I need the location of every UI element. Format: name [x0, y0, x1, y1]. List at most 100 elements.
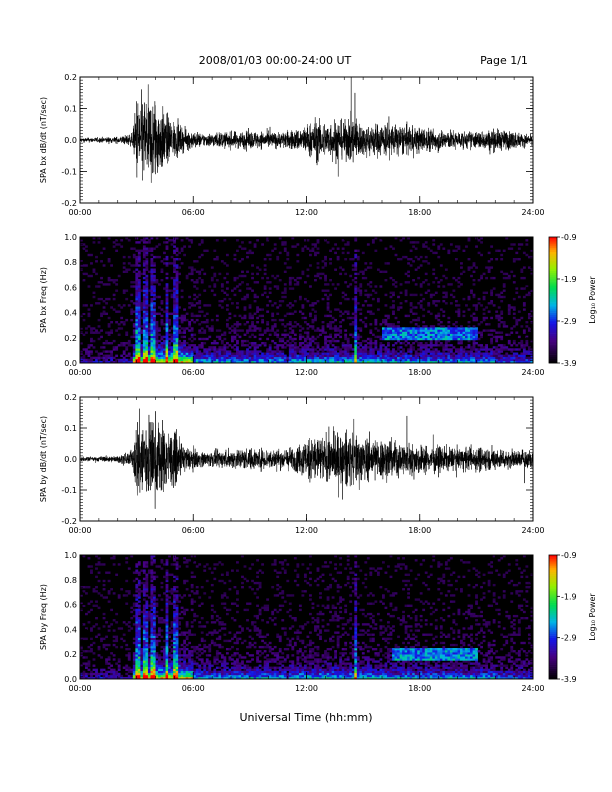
spectrogram-cell — [339, 356, 343, 360]
spectrogram-cell — [165, 619, 169, 622]
colorbar-segment — [549, 310, 557, 313]
spectrogram-cell — [210, 356, 214, 360]
spectrogram-cell — [117, 658, 121, 661]
spectrogram-cell — [142, 316, 146, 320]
spectrogram-cell — [195, 356, 199, 360]
spectrogram-cell — [115, 639, 119, 643]
spectrogram-cell — [467, 354, 471, 357]
spectrogram-cell — [117, 676, 121, 680]
spectrogram-cell — [135, 318, 139, 322]
spectrogram-cell — [135, 342, 139, 345]
spectrogram-cell — [266, 350, 270, 353]
spectrogram-cell — [137, 289, 141, 292]
spectrogram-cell — [150, 590, 154, 593]
spectrogram-cell — [439, 358, 443, 362]
spectrogram-cell — [258, 314, 262, 318]
spectrogram-cell — [359, 358, 363, 362]
spectrogram-cell — [298, 352, 302, 355]
spectrogram-cell — [515, 358, 519, 362]
spectrogram-cell — [150, 287, 154, 290]
spectrogram-cell — [399, 356, 403, 360]
spectrogram-cell — [137, 676, 141, 680]
spectrogram-cell — [502, 276, 506, 280]
spectrogram-cell — [213, 358, 217, 362]
spectrogram-cell — [142, 583, 146, 587]
spectrogram-cell — [160, 674, 164, 678]
spectrogram-cell — [122, 639, 126, 643]
spectrogram-cell — [198, 300, 202, 303]
spectrogram-cell — [256, 344, 259, 347]
spectrogram-cell — [150, 333, 154, 336]
spectrogram-cell — [180, 335, 184, 339]
spectrogram-cell — [525, 239, 529, 242]
spectrogram-cell — [402, 331, 405, 334]
spectrogram-cell — [165, 272, 169, 276]
colorbar-segment — [549, 356, 557, 360]
spectrogram-cell — [429, 249, 433, 252]
spectrogram-cell — [490, 337, 494, 341]
spectrogram-cell — [130, 310, 134, 313]
spectrogram-cell — [502, 360, 506, 364]
spectrogram-cell — [527, 291, 531, 294]
spectrogram-cell — [145, 350, 149, 353]
spectrogram-cell — [346, 354, 350, 357]
spectrogram-cell — [427, 356, 431, 360]
spectrogram-cell — [394, 281, 398, 284]
spectrogram-cell — [512, 348, 516, 351]
spectrogram-cell — [152, 339, 156, 343]
spectrogram-cell — [510, 243, 514, 246]
spectrogram-cell — [215, 258, 219, 261]
spectrogram-cell — [127, 652, 131, 655]
spectrogram-cell — [190, 266, 194, 269]
spectrogram-cell — [120, 358, 124, 362]
spectrogram-cell — [147, 241, 151, 244]
spectrogram-cell — [175, 295, 179, 299]
spectrogram-cell — [140, 670, 144, 674]
spectrogram-cell — [437, 245, 441, 248]
spectrogram-cell — [125, 648, 129, 651]
spectrogram-cell — [472, 342, 476, 345]
spectrogram-cell — [243, 247, 247, 250]
spectrogram-cell — [351, 297, 355, 301]
spectrogram-cell — [517, 247, 521, 250]
spectrogram-cell — [95, 670, 98, 674]
spectrogram-cell — [288, 344, 292, 347]
spectrogram-cell — [409, 258, 413, 261]
spectrogram-cell — [160, 567, 164, 570]
spectrogram-cell — [371, 354, 375, 357]
spectrogram-cell — [188, 306, 192, 309]
spectrogram-cell — [321, 272, 325, 276]
spectrogram-cell — [281, 352, 285, 355]
spectrogram-cell — [125, 672, 129, 676]
spectrogram-cell — [105, 339, 108, 343]
spectrogram-cell — [147, 571, 151, 574]
spectrogram-cell — [173, 291, 176, 294]
spectrogram-cell — [236, 321, 239, 324]
spectrogram-cell — [236, 350, 239, 353]
spectrogram-cell — [112, 348, 116, 351]
spectrogram-cell — [87, 314, 91, 318]
spectrogram-cell — [306, 335, 310, 339]
page-number: Page 1/1 — [480, 54, 528, 67]
spectrogram-cell — [137, 594, 141, 597]
spectrogram-cell — [387, 325, 390, 328]
spectrogram-cell — [173, 302, 176, 305]
spectrogram-cell — [319, 272, 322, 276]
spectrogram-cell — [354, 333, 358, 336]
spectrogram-cell — [422, 337, 426, 341]
spectrogram-cell — [321, 325, 325, 328]
spectrogram-cell — [190, 333, 194, 336]
spectrogram-cell — [152, 323, 156, 326]
spectrogram-cell — [120, 627, 124, 630]
spectrogram-cell — [392, 348, 395, 351]
spectrogram-cell — [349, 316, 353, 320]
spectrogram-cell — [371, 350, 375, 353]
spectrogram-cell — [361, 321, 365, 324]
spectrogram-cell — [336, 327, 340, 330]
spectrogram-cell — [170, 262, 174, 265]
spectrogram-cell — [142, 648, 146, 651]
spectrogram-cell — [152, 575, 156, 579]
spectrogram-cell — [135, 281, 139, 284]
spectrogram-cell — [414, 339, 418, 343]
spectrogram-cell — [374, 237, 378, 240]
